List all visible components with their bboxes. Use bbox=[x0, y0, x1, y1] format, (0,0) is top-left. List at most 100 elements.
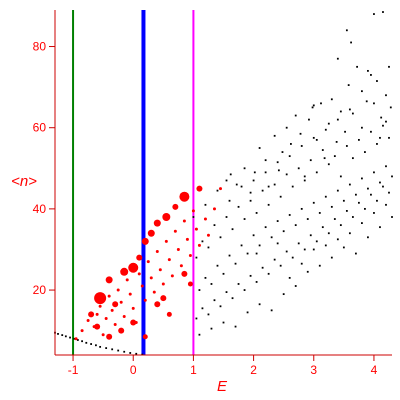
data-point bbox=[335, 141, 338, 143]
data-point bbox=[258, 303, 261, 306]
x-tick-label: 4 bbox=[371, 363, 378, 377]
data-point bbox=[104, 316, 108, 320]
data-point bbox=[204, 203, 207, 206]
data-point bbox=[373, 13, 375, 15]
data-point bbox=[113, 323, 117, 327]
data-point bbox=[160, 295, 167, 302]
data-point bbox=[379, 136, 381, 139]
data-point bbox=[297, 242, 300, 245]
data-point bbox=[291, 185, 294, 188]
data-point bbox=[267, 203, 270, 206]
data-point bbox=[76, 339, 79, 341]
data-point bbox=[194, 227, 198, 231]
data-point bbox=[234, 325, 237, 328]
x-tick-label: 2 bbox=[250, 363, 257, 377]
data-point bbox=[258, 147, 261, 149]
data-point bbox=[299, 132, 302, 135]
data-point bbox=[348, 108, 351, 111]
data-point bbox=[64, 335, 67, 338]
data-point bbox=[388, 136, 390, 139]
data-point bbox=[348, 232, 351, 235]
data-point bbox=[120, 267, 129, 276]
data-point bbox=[170, 274, 174, 278]
data-point bbox=[88, 311, 95, 318]
data-point bbox=[243, 167, 246, 170]
data-point bbox=[344, 130, 346, 133]
data-point bbox=[330, 256, 333, 259]
data-point bbox=[324, 195, 327, 198]
data-point bbox=[367, 236, 369, 239]
data-point bbox=[210, 283, 213, 285]
data-point bbox=[370, 74, 372, 76]
data-point bbox=[204, 276, 207, 279]
data-point bbox=[101, 333, 105, 337]
data-point bbox=[273, 134, 276, 137]
data-point bbox=[348, 183, 351, 186]
data-point bbox=[158, 268, 162, 272]
data-point bbox=[308, 118, 310, 121]
data-point bbox=[216, 189, 219, 192]
data-point bbox=[277, 169, 280, 172]
y-axis-ticks: 20 40 60 80 bbox=[33, 40, 55, 297]
data-point bbox=[128, 292, 132, 296]
data-point bbox=[294, 114, 297, 117]
data-point bbox=[351, 112, 354, 115]
y-tick-label: 40 bbox=[33, 202, 47, 216]
data-point bbox=[300, 145, 303, 147]
data-point bbox=[385, 165, 387, 168]
data-point bbox=[182, 219, 186, 223]
x-tick-label: -1 bbox=[68, 363, 79, 377]
data-point bbox=[351, 157, 354, 160]
data-point bbox=[281, 151, 284, 153]
data-point bbox=[137, 272, 141, 276]
data-point bbox=[122, 314, 126, 318]
data-point bbox=[149, 276, 153, 280]
data-point bbox=[179, 191, 190, 202]
data-point bbox=[267, 272, 270, 275]
data-point bbox=[253, 171, 256, 174]
data-point bbox=[385, 120, 387, 123]
data-point bbox=[201, 240, 204, 243]
data-point bbox=[333, 218, 336, 220]
data-point bbox=[315, 138, 318, 141]
data-point bbox=[161, 282, 165, 286]
data-point bbox=[273, 258, 276, 261]
data-point bbox=[225, 291, 228, 293]
data-point bbox=[162, 213, 171, 221]
data-point bbox=[192, 216, 195, 218]
data-point bbox=[90, 343, 93, 345]
data-point bbox=[336, 238, 339, 241]
data-point bbox=[342, 199, 345, 202]
y-tick-label: 60 bbox=[33, 121, 47, 135]
y-axis-title-var: n bbox=[20, 173, 28, 190]
data-point bbox=[267, 185, 270, 188]
x-axis-title: E bbox=[217, 378, 228, 395]
data-point bbox=[361, 90, 363, 93]
data-point bbox=[312, 136, 315, 139]
data-point bbox=[318, 212, 321, 214]
data-point bbox=[141, 237, 149, 245]
data-point bbox=[73, 337, 76, 340]
data-point bbox=[261, 266, 264, 269]
data-point bbox=[111, 348, 114, 351]
data-point bbox=[181, 270, 188, 277]
data-point bbox=[358, 201, 360, 204]
data-point bbox=[365, 100, 368, 103]
data-point bbox=[288, 214, 291, 216]
data-point bbox=[309, 159, 312, 162]
data-point bbox=[187, 281, 193, 287]
data-point bbox=[203, 217, 207, 221]
data-point bbox=[361, 126, 363, 129]
data-point bbox=[255, 212, 258, 214]
data-point bbox=[311, 106, 314, 109]
data-point bbox=[373, 102, 375, 105]
data-point bbox=[249, 191, 252, 194]
data-point bbox=[252, 179, 255, 182]
data-point bbox=[188, 254, 192, 258]
data-point bbox=[105, 347, 108, 349]
data-point bbox=[264, 171, 267, 174]
data-point bbox=[261, 189, 264, 192]
data-point bbox=[243, 218, 246, 220]
data-point bbox=[147, 229, 155, 237]
